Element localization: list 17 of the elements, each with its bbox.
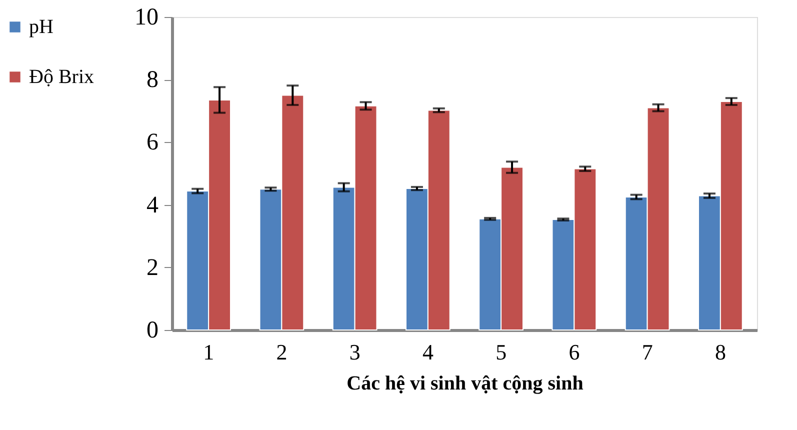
x-tick-label: 1 xyxy=(203,340,214,364)
y-tick-label: 4 xyxy=(146,192,158,218)
legend-label: pH xyxy=(29,16,54,38)
y-tick-label: 0 xyxy=(146,318,158,344)
x-tick-label: 5 xyxy=(496,340,507,364)
x-tick-label: 4 xyxy=(422,340,434,364)
x-tick-label: 7 xyxy=(642,340,653,364)
x-tick-label: 3 xyxy=(349,340,360,364)
x-axis-title: Các hệ vi sinh vật cộng sinh xyxy=(346,372,584,394)
x-tick-label: 6 xyxy=(568,340,580,364)
y-tick-label: 2 xyxy=(146,254,158,281)
y-tick-label: 10 xyxy=(134,4,158,30)
x-tick-label: 8 xyxy=(714,340,726,364)
y-tick-label: 8 xyxy=(146,67,158,94)
legend-label: Độ Brix xyxy=(29,66,94,88)
x-tick-label: 2 xyxy=(276,340,288,364)
y-tick-label: 6 xyxy=(146,130,158,156)
